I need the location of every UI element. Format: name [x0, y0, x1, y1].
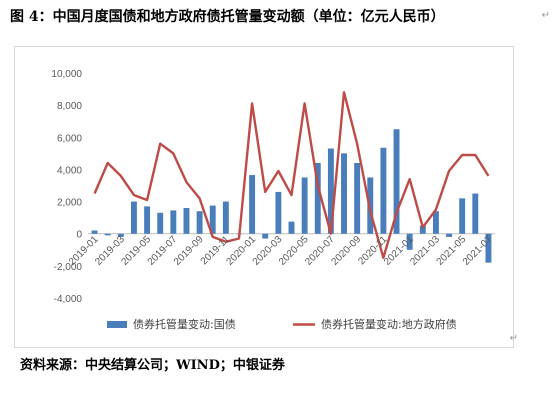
line-difang-zhengfuzhai [93, 91, 490, 260]
legend-label-guozhai: 债券托管量变动:国债 [133, 317, 236, 331]
bar-guozhai [288, 221, 295, 234]
y-tick-label: 8,000 [57, 101, 82, 112]
bar-guozhai [157, 212, 164, 234]
y-tick-label: 10,000 [51, 69, 82, 80]
bar-guozhai [393, 129, 400, 234]
bar-guozhai [380, 147, 387, 234]
bar-guozhai [262, 233, 269, 239]
bar-guozhai [485, 233, 492, 263]
y-tick-label: 0 [76, 230, 82, 241]
chart-frame: -4,000 -2,000 0 2,000 4,000 6,000 8,000 10,000 2… [14, 46, 514, 348]
bar-guozhai [314, 163, 321, 234]
legend-swatch-guozhai [107, 321, 127, 328]
y-tick-label: -2,000 [54, 262, 83, 273]
y-tick-label: 6,000 [57, 133, 82, 144]
bar-guozhai [144, 206, 151, 234]
legend-label-difang: 债券托管量变动:地方政府债 [321, 317, 457, 331]
bar-guozhai [341, 153, 347, 234]
bar-guozhai [249, 175, 256, 234]
bar-guozhai [222, 201, 229, 234]
bar-guozhai [327, 148, 334, 234]
bar-guozhai [446, 233, 453, 237]
bar-guozhai [472, 193, 479, 234]
bar-guozhai [196, 211, 203, 234]
bar-guozhai [432, 211, 439, 234]
figure-title: 中国月度国债和地方政府债托管量变动额（单位：亿元人民币） [52, 9, 445, 25]
y-tick-label: -4,000 [54, 294, 83, 305]
bar-guozhai [130, 201, 137, 234]
chart-return-mark: ↵ [509, 333, 518, 344]
paragraph-mark: ↵ [541, 10, 550, 21]
bar-line-chart: -4,000-2,00002,0004,0006,0008,00010,0002… [51, 69, 495, 331]
bar-guozhai [104, 233, 111, 236]
source-note: 资料来源：中央结算公司；WIND；中银证券 [20, 358, 285, 373]
bar-guozhai [419, 225, 426, 234]
bar-guozhai [275, 191, 282, 234]
bar-guozhai [459, 198, 466, 234]
bar-guozhai [406, 233, 413, 250]
bar-guozhai [170, 210, 177, 234]
figure-label: 图 4： [10, 9, 53, 25]
y-tick-label: 2,000 [57, 198, 82, 209]
bar-guozhai [91, 230, 98, 234]
bar-guozhai [117, 233, 124, 237]
bar-guozhai [301, 177, 308, 234]
bar-guozhai [183, 208, 190, 234]
y-tick-label: 4,000 [57, 165, 82, 176]
bar-guozhai [209, 205, 216, 234]
figure-caption: 图 4：中国月度国债和地方政府债托管量变动额（单位：亿元人民币） [10, 6, 550, 32]
bar-guozhai [354, 163, 361, 234]
